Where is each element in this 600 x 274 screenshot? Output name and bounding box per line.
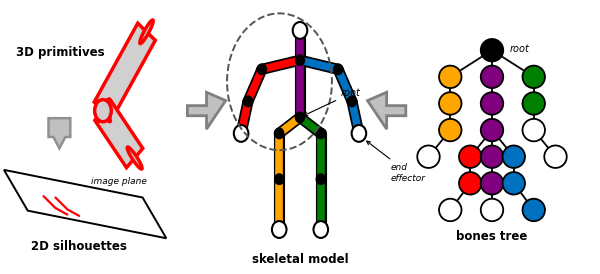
Circle shape [316,174,325,184]
Circle shape [275,174,284,184]
Circle shape [481,65,503,88]
Text: skeletal model: skeletal model [251,253,349,266]
Circle shape [481,119,503,141]
Circle shape [481,172,503,195]
Circle shape [295,112,305,123]
Circle shape [272,221,287,238]
Circle shape [439,199,461,221]
Circle shape [439,92,461,115]
Circle shape [244,96,253,107]
Circle shape [523,119,545,141]
Circle shape [481,145,503,168]
Polygon shape [367,92,406,129]
Ellipse shape [96,99,110,122]
Circle shape [275,128,284,139]
Polygon shape [4,170,166,238]
Circle shape [503,172,525,195]
Polygon shape [187,92,226,129]
Circle shape [503,145,525,168]
Circle shape [347,96,356,107]
Text: 3D primitives: 3D primitives [16,46,104,59]
Circle shape [439,119,461,141]
Text: end
effector: end effector [367,141,426,183]
Circle shape [257,64,266,75]
Circle shape [544,145,567,168]
Text: bones tree: bones tree [457,230,527,243]
Text: root: root [304,88,361,116]
Circle shape [295,55,305,65]
Circle shape [316,128,325,139]
Circle shape [417,145,440,168]
Circle shape [481,199,503,221]
Circle shape [95,100,111,122]
Text: image plane: image plane [91,177,147,186]
Text: root: root [509,44,529,54]
Circle shape [293,22,307,39]
Circle shape [523,65,545,88]
Polygon shape [95,101,143,168]
Ellipse shape [140,20,153,44]
Text: 2D silhouettes: 2D silhouettes [31,240,127,253]
Circle shape [459,172,481,195]
Polygon shape [49,118,70,148]
Circle shape [481,92,503,115]
Circle shape [313,221,328,238]
Circle shape [334,64,343,75]
Circle shape [523,199,545,221]
Ellipse shape [127,147,142,169]
Circle shape [352,125,366,142]
Polygon shape [94,23,155,119]
Circle shape [234,125,248,142]
Ellipse shape [95,100,110,122]
Circle shape [459,145,481,168]
Circle shape [523,92,545,115]
Circle shape [481,39,503,61]
Circle shape [439,65,461,88]
